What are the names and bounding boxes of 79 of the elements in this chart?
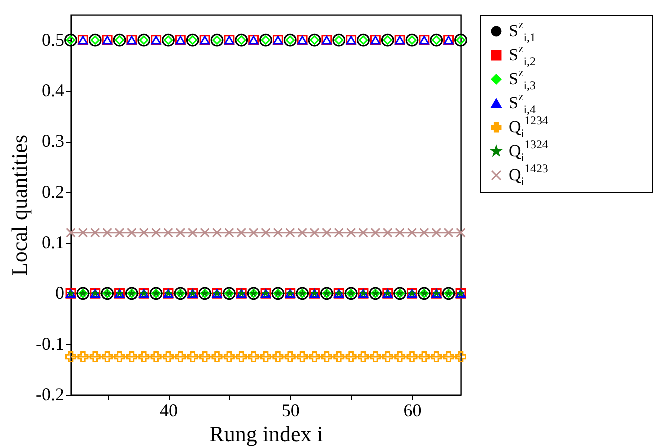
point <box>322 228 332 238</box>
y-tick-label: 0.2 <box>42 182 64 202</box>
point <box>382 228 393 238</box>
x-axis-title: Rung index i <box>210 422 324 446</box>
point <box>358 228 368 238</box>
point <box>358 352 369 362</box>
y-tick-label: 0.4 <box>42 80 64 100</box>
y-tick-label: -0.2 <box>36 384 64 404</box>
point <box>443 352 454 362</box>
point <box>382 352 394 362</box>
y-tick-label: 0 <box>56 283 64 304</box>
point <box>127 228 137 238</box>
point <box>406 352 418 362</box>
point <box>456 352 466 362</box>
point <box>102 228 112 238</box>
point <box>90 228 100 238</box>
point <box>298 228 308 238</box>
point <box>321 352 332 362</box>
y-axis-title: Local quantities <box>7 134 32 276</box>
point <box>139 228 150 238</box>
point <box>114 352 126 362</box>
point <box>151 228 162 238</box>
point <box>102 352 114 362</box>
point <box>444 228 454 238</box>
point <box>248 352 260 362</box>
point <box>150 352 162 362</box>
point <box>114 228 125 238</box>
point <box>456 228 466 238</box>
point <box>431 352 442 362</box>
point <box>200 228 210 238</box>
point <box>310 228 320 238</box>
point <box>285 228 296 238</box>
point <box>394 352 406 362</box>
point <box>273 228 284 238</box>
point <box>212 228 222 238</box>
x-tick-label: 60 <box>404 400 422 420</box>
point <box>309 352 320 362</box>
point <box>420 228 430 238</box>
point <box>224 352 235 362</box>
point <box>90 352 101 362</box>
point <box>175 352 186 362</box>
point <box>212 352 223 362</box>
y-tick-label: 0.1 <box>42 232 64 252</box>
y-tick-label: 0.5 <box>42 30 64 50</box>
point <box>236 228 247 238</box>
point <box>260 352 272 362</box>
point <box>334 228 344 238</box>
point <box>418 352 430 362</box>
point <box>407 228 418 238</box>
point <box>66 352 76 362</box>
point <box>432 228 442 238</box>
point <box>164 228 174 238</box>
point <box>200 352 211 362</box>
point <box>261 228 271 238</box>
point <box>334 352 345 362</box>
point <box>346 228 356 238</box>
point <box>224 228 234 238</box>
point <box>395 228 405 238</box>
point <box>188 228 198 238</box>
point <box>297 352 308 362</box>
point <box>78 352 89 362</box>
point <box>138 352 150 362</box>
y-tick-label: 0.3 <box>42 131 64 152</box>
point <box>248 228 259 238</box>
point <box>370 228 381 238</box>
point <box>272 352 284 362</box>
point <box>284 352 296 362</box>
point <box>176 228 186 238</box>
point <box>187 352 198 362</box>
y-tick-label: -0.1 <box>36 334 64 354</box>
point <box>346 352 357 362</box>
point <box>126 352 138 362</box>
point <box>78 228 88 238</box>
point <box>236 352 248 362</box>
x-tick-label: 50 <box>282 400 300 420</box>
point <box>66 228 76 238</box>
point <box>163 352 174 362</box>
point <box>370 352 382 362</box>
x-tick-label: 40 <box>160 400 178 420</box>
